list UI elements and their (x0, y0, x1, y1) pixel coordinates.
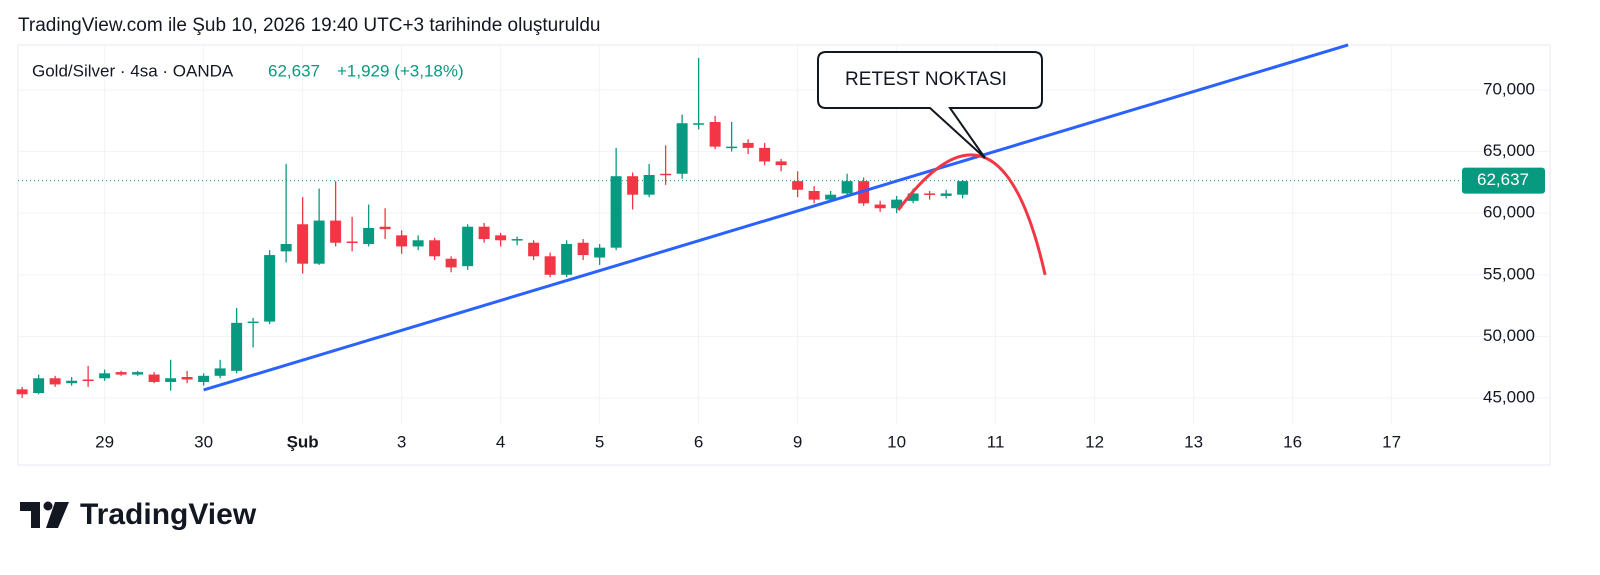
price-tag-label: 62,637 (1477, 170, 1529, 189)
candle-body (49, 378, 61, 385)
candle-body (759, 147, 771, 162)
x-tick-label: 5 (595, 432, 604, 451)
candle-body (495, 235, 507, 241)
candle-body (610, 176, 622, 248)
candle-body (924, 193, 936, 195)
candle-body (346, 241, 358, 244)
candle-body (709, 122, 721, 147)
header-change: +1,929 (+3,18%) (337, 61, 464, 80)
y-tick-label: 45,000 (1483, 387, 1535, 406)
candle-body (775, 161, 787, 166)
candle-body (99, 373, 111, 379)
candle-body (396, 235, 408, 247)
candle-body (693, 123, 705, 125)
candle-body (726, 146, 738, 149)
candle-body (544, 256, 556, 275)
candle-body (313, 220, 325, 264)
candle-body (115, 372, 127, 375)
candle-body (627, 176, 639, 195)
candle-body (148, 374, 160, 382)
price-tag (1462, 167, 1545, 194)
x-tick-label: 12 (1085, 432, 1104, 451)
x-tick-label: Şub (287, 432, 319, 451)
candle-body (808, 190, 820, 200)
candle-body (165, 378, 177, 382)
candle-body (792, 181, 804, 190)
candle-body (462, 226, 474, 267)
candle-body (264, 255, 276, 322)
candle-body (577, 242, 589, 256)
plot-area (16, 43, 1462, 398)
header-price: 62,637 (268, 61, 320, 80)
candle-body (198, 375, 210, 382)
x-tick-label: 6 (694, 432, 703, 451)
candle-body (132, 372, 144, 375)
candle-body (594, 247, 606, 258)
trend-line (203, 43, 1349, 392)
symbol: Gold/Silver · 4sa · OANDA (32, 61, 234, 80)
x-tick-label: 13 (1184, 432, 1203, 451)
chart-frame (17, 44, 1551, 466)
candle-body (940, 193, 952, 196)
candle-body (561, 243, 573, 275)
x-tick-label: 9 (793, 432, 802, 451)
candle-body (825, 194, 837, 200)
candle-body (528, 242, 540, 257)
callout-text: RETEST NOKTASI (845, 69, 1007, 90)
x-tick-label: 11 (987, 432, 1005, 451)
caption: TradingView.com ile Şub 10, 2026 19:40 U… (18, 15, 601, 36)
y-tick-label: 55,000 (1483, 264, 1535, 283)
x-tick-label: 17 (1382, 432, 1401, 451)
brand-name: TradingView (80, 498, 257, 531)
x-tick-label: 29 (95, 432, 114, 451)
candle-body (511, 239, 523, 241)
grid (18, 45, 1550, 425)
candle-body (82, 379, 94, 381)
candle-body (412, 240, 424, 247)
candle-body (429, 240, 441, 257)
candle-body (379, 226, 391, 230)
candle-body (16, 389, 28, 395)
x-tick-label: 30 (194, 432, 213, 451)
candle-body (841, 181, 853, 194)
projection-curve (897, 153, 1047, 276)
candle-body (478, 226, 490, 240)
candle-body (297, 224, 309, 264)
candle-body (957, 181, 969, 195)
y-tick-label: 60,000 (1483, 203, 1535, 222)
candle-body (247, 321, 259, 324)
x-tick-label: 10 (887, 432, 906, 451)
candle-body (643, 174, 655, 195)
candle-body (676, 123, 688, 174)
x-tick-label: 16 (1283, 432, 1302, 451)
candle-body (231, 322, 243, 371)
candle-body (66, 380, 78, 384)
callout-box (817, 51, 1043, 159)
candle-body (742, 142, 754, 148)
candle-body (33, 378, 45, 394)
y-tick-label: 65,000 (1483, 141, 1535, 160)
brand-logo (20, 501, 69, 528)
candle-body (874, 204, 886, 209)
x-tick-label: 3 (397, 432, 406, 451)
candle-body (363, 227, 375, 244)
candle-body (214, 368, 226, 376)
candle-body (280, 243, 292, 252)
candle-body (891, 199, 903, 209)
candle-body (330, 220, 342, 243)
x-tick-label: 4 (496, 432, 505, 451)
candle-body (660, 173, 672, 176)
candle-body (181, 377, 193, 380)
y-tick-label: 70,000 (1483, 79, 1535, 98)
candle-body (907, 193, 919, 201)
candle-body (445, 258, 457, 268)
y-tick-label: 50,000 (1483, 326, 1535, 345)
